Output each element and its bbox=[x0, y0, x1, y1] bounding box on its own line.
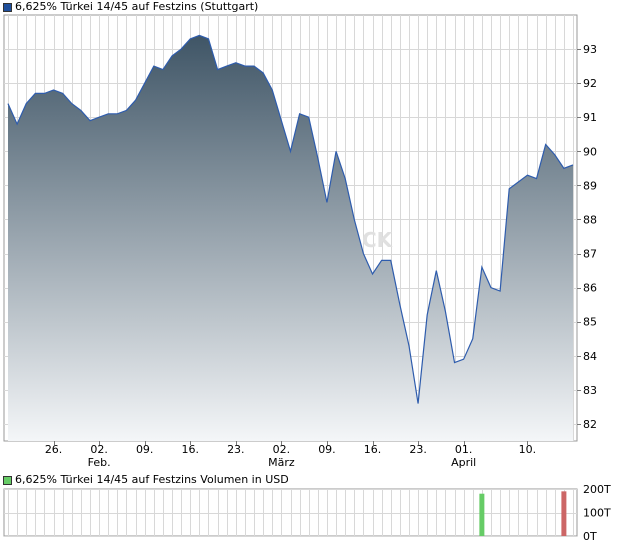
price-chart: CK 82 83 84 85 86 87 88 89 90 91 92 93 26. 02. 09. 16. 23… bbox=[3, 14, 597, 469]
price-chart-title: 6,625% Türkei 14/45 auf Festzins (Stuttg… bbox=[15, 0, 259, 13]
x-tick-label: 10. bbox=[519, 443, 537, 456]
y-tick-label: 89 bbox=[583, 179, 597, 192]
volume-bar bbox=[561, 491, 567, 536]
volume-y-tick-label: 0T bbox=[583, 530, 597, 543]
volume-y-tick-label: 100T bbox=[583, 507, 611, 520]
x-tick-label: 16. bbox=[364, 443, 382, 456]
watermark-text: CK bbox=[362, 228, 394, 252]
volume-chart-legend: 6,625% Türkei 14/45 auf Festzins Volumen… bbox=[3, 473, 289, 487]
y-tick-label: 85 bbox=[583, 316, 597, 329]
x-tick-label: 09. bbox=[136, 443, 154, 456]
x-tick-label: 23. bbox=[227, 443, 245, 456]
x-tick-label: 16. bbox=[182, 443, 200, 456]
y-tick-label: 91 bbox=[583, 111, 597, 124]
y-tick-label: 88 bbox=[583, 213, 597, 226]
y-tick-label: 86 bbox=[583, 282, 597, 295]
price-chart-legend: 6,625% Türkei 14/45 auf Festzins (Stuttg… bbox=[3, 0, 258, 14]
price-legend-swatch bbox=[3, 2, 12, 12]
y-tick-label: 84 bbox=[583, 350, 597, 363]
y-tick-label: 92 bbox=[583, 77, 597, 90]
volume-y-tick-label: 200T bbox=[583, 483, 611, 496]
x-tick-label: 23. bbox=[409, 443, 427, 456]
x-tick-label: 09. bbox=[318, 443, 336, 456]
x-tick-label: 26. bbox=[45, 443, 63, 456]
x-month-label: März bbox=[268, 456, 295, 469]
x-month-label: April bbox=[451, 456, 476, 469]
x-tick-label: 01. bbox=[455, 443, 473, 456]
x-tick-label: 02. bbox=[273, 443, 291, 456]
price-series-line bbox=[7, 34, 574, 404]
volume-legend-swatch bbox=[3, 475, 12, 485]
price-area-fill bbox=[8, 35, 573, 441]
y-tick-label: 82 bbox=[583, 418, 597, 431]
x-month-label: Feb. bbox=[88, 456, 111, 469]
volume-chart-title: 6,625% Türkei 14/45 auf Festzins Volumen… bbox=[15, 473, 289, 486]
y-tick-label: 93 bbox=[583, 43, 597, 56]
volume-bar bbox=[479, 493, 485, 536]
y-tick-label: 83 bbox=[583, 384, 597, 397]
x-tick-label: 02. bbox=[90, 443, 108, 456]
y-tick-label: 90 bbox=[583, 145, 597, 158]
y-tick-label: 87 bbox=[583, 248, 597, 261]
